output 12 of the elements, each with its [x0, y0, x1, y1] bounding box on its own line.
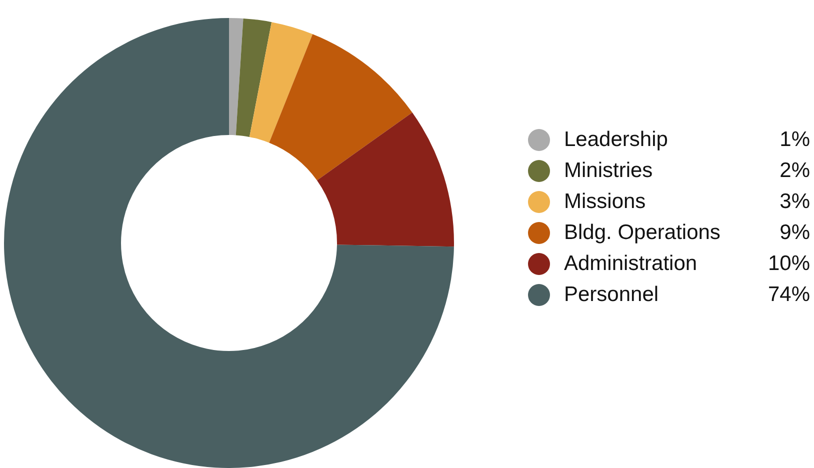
legend-label: Bldg. Operations	[564, 220, 722, 244]
data-label: 1%	[780, 128, 810, 152]
data-label: 3%	[780, 190, 810, 214]
legend-label: Ministries	[564, 158, 654, 182]
data-label: 9%	[780, 220, 810, 244]
legend-label: Leadership	[564, 128, 669, 152]
legend-label: Administration	[564, 252, 698, 276]
data-label: 2%	[780, 158, 810, 182]
legend-label: Missions	[564, 190, 647, 214]
data-label: 10%	[768, 252, 810, 276]
data-label: 74%	[768, 282, 810, 306]
legend-label: Personnel	[564, 282, 660, 306]
